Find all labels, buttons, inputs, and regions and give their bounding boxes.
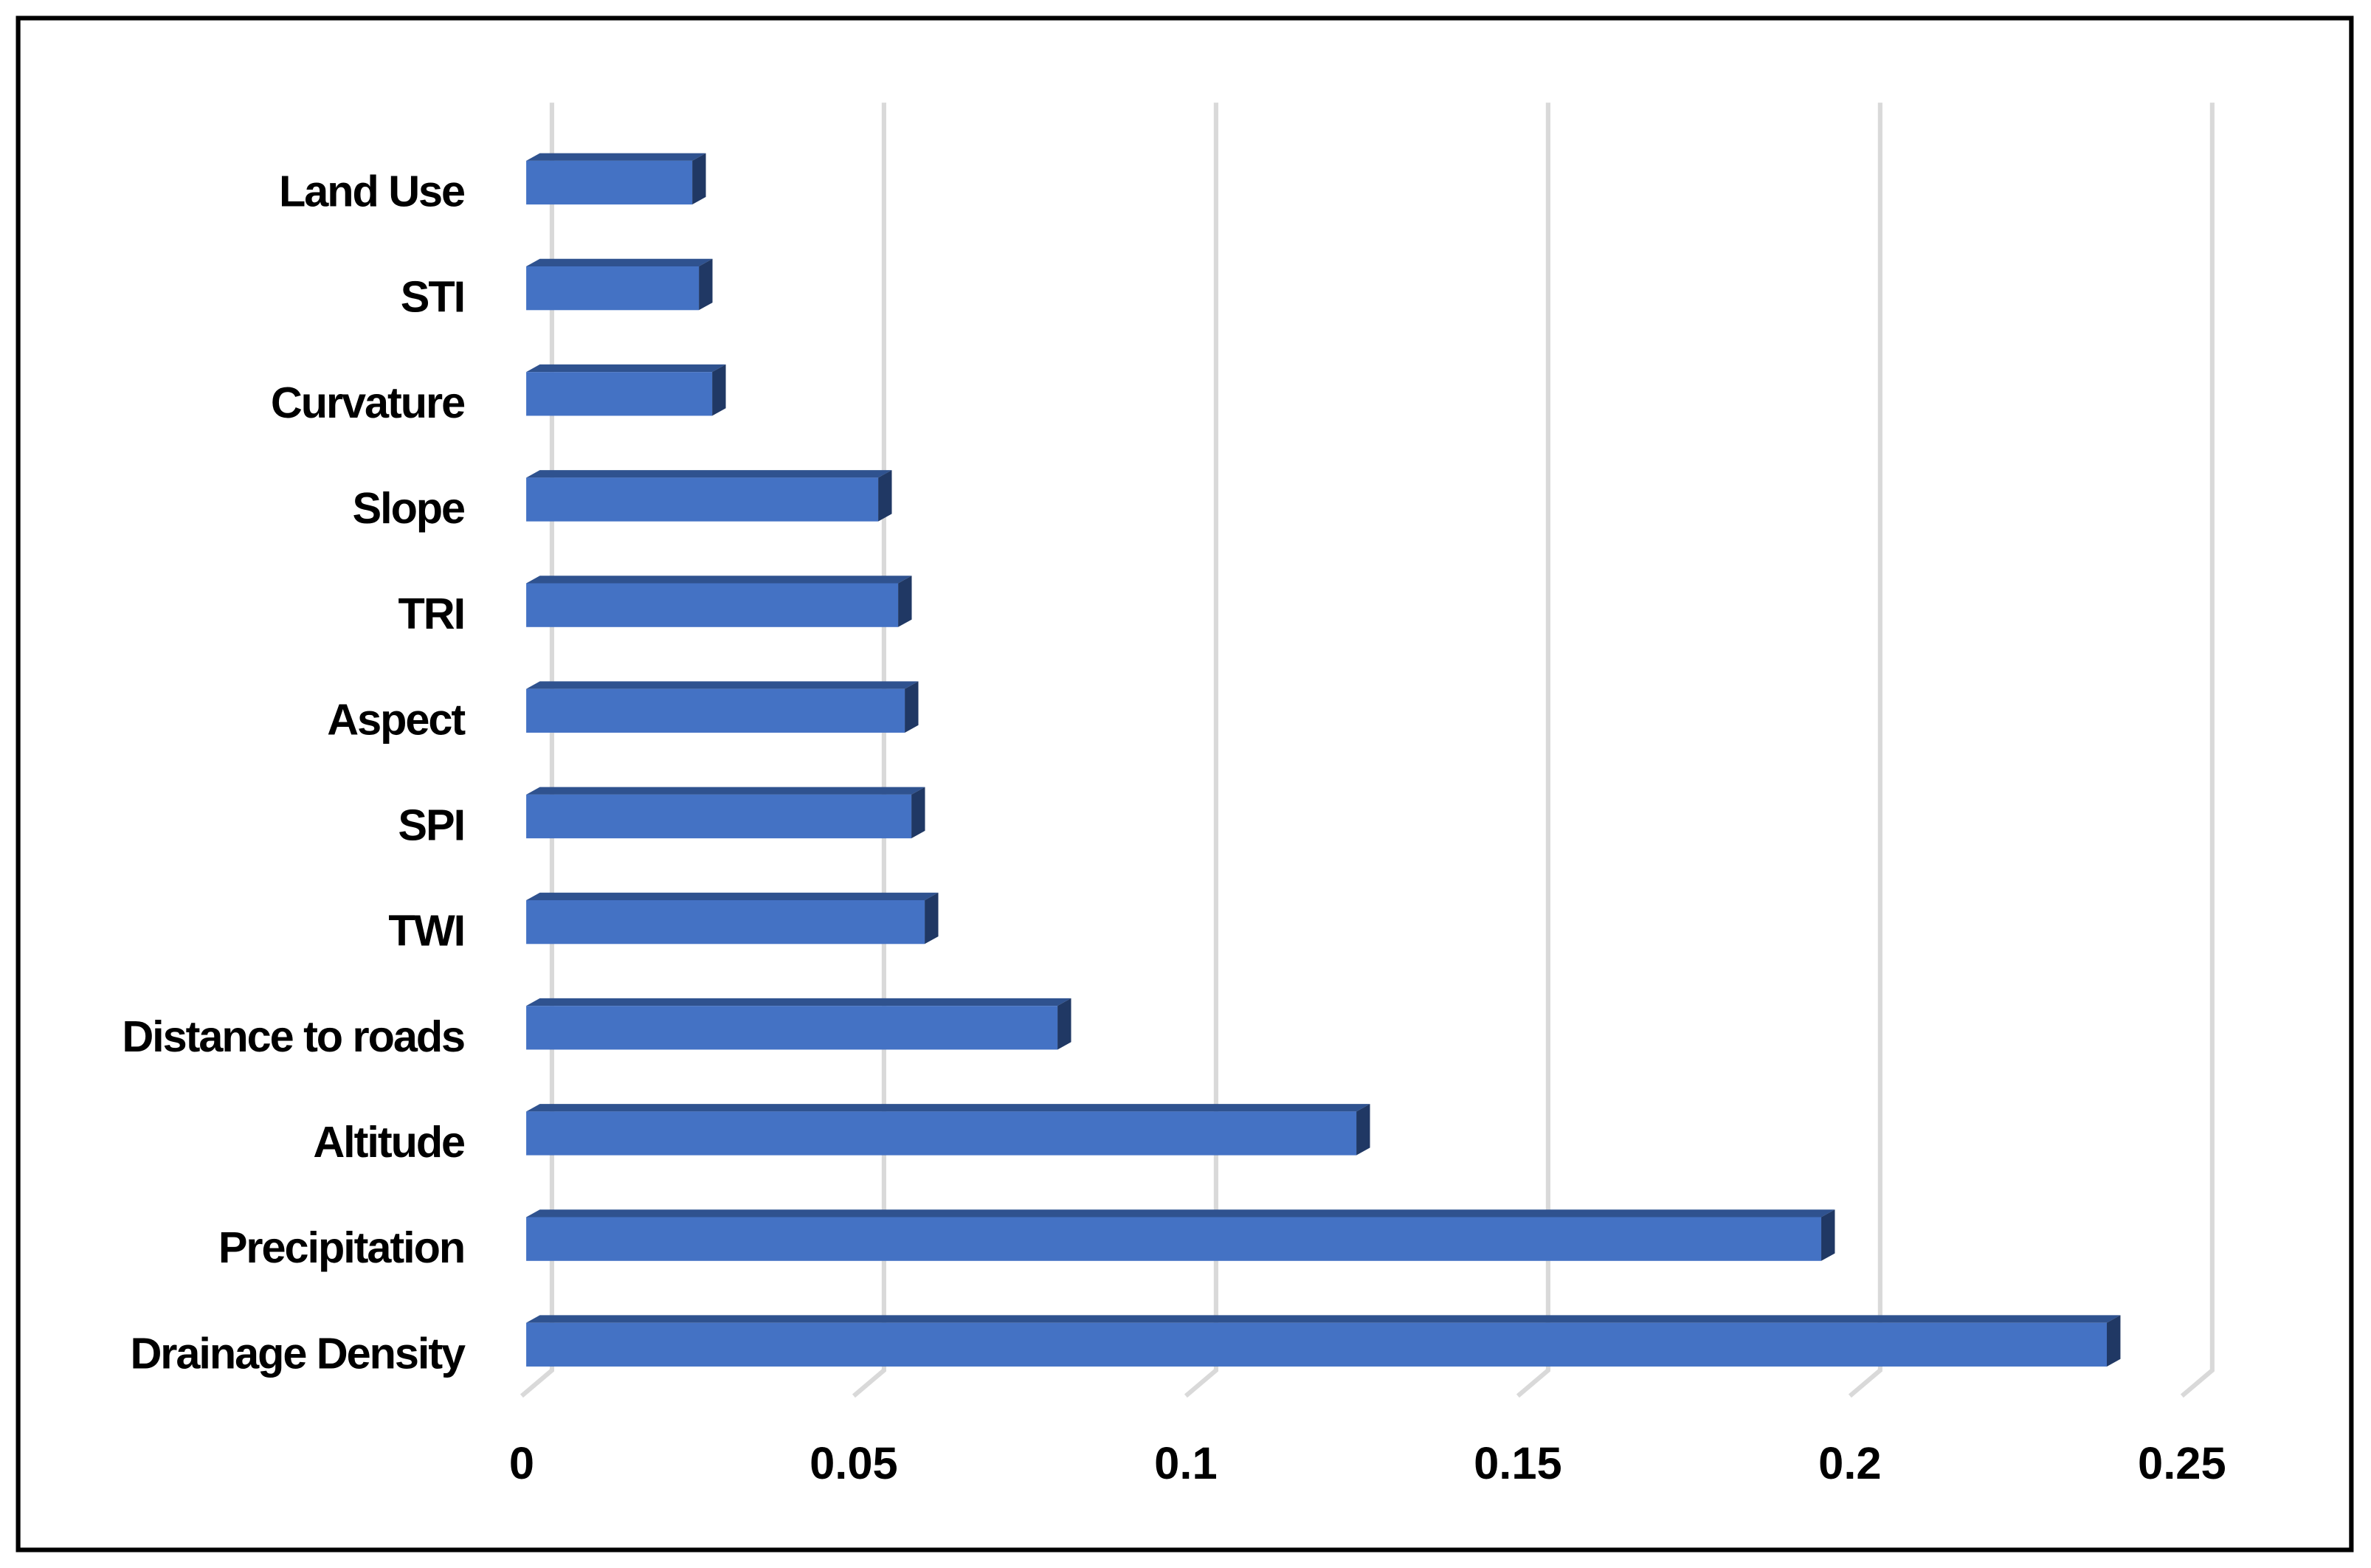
bar <box>526 160 693 205</box>
y-tick-label: Land Use <box>279 167 464 216</box>
grid-line <box>852 103 886 1398</box>
bar <box>526 1111 1357 1156</box>
bar-top <box>526 258 713 266</box>
x-tick-label: 0.2 <box>1818 1438 1881 1489</box>
bar-top <box>526 998 1071 1006</box>
bar-side <box>905 681 919 733</box>
bar-top <box>526 470 892 478</box>
x-tick-label: 0.05 <box>810 1438 898 1489</box>
chart-frame <box>15 15 2354 1553</box>
y-tick-label: Aspect <box>327 694 466 744</box>
bar <box>526 477 879 522</box>
bar <box>526 794 912 839</box>
bar-top <box>526 1209 1835 1218</box>
y-tick-label: Altitude <box>313 1117 464 1167</box>
bar-side <box>898 576 912 627</box>
bar-side <box>925 892 939 944</box>
bar-side <box>2107 1315 2121 1367</box>
y-tick-label: TRI <box>398 589 465 638</box>
y-tick-label: STI <box>401 272 464 322</box>
bar-side <box>1057 998 1071 1050</box>
bar-top <box>526 681 919 689</box>
y-tick-label: TWI <box>388 906 464 956</box>
grid-line <box>1184 103 1218 1398</box>
x-tick-label: 0.25 <box>2138 1438 2226 1489</box>
bar <box>526 1217 1822 1261</box>
bar <box>526 1322 2108 1367</box>
bar-top <box>526 787 925 795</box>
y-tick-label: Curvature <box>271 378 464 427</box>
grid-line <box>2180 103 2215 1398</box>
bar-side <box>878 470 892 522</box>
y-tick-label: Slope <box>353 483 465 533</box>
bar-top <box>526 892 939 900</box>
y-tick-label: SPI <box>398 801 464 850</box>
bar-side <box>699 258 713 311</box>
bar <box>526 899 925 944</box>
bar-top <box>526 1104 1370 1112</box>
bar-side <box>712 364 726 416</box>
y-tick-label: Distance to roads <box>122 1012 464 1061</box>
x-tick-label: 0.1 <box>1154 1438 1217 1489</box>
bar-side <box>911 787 925 839</box>
x-tick-label: 0.15 <box>1474 1438 1562 1489</box>
y-tick-label: Drainage Density <box>130 1328 466 1378</box>
bar-side <box>1821 1209 1835 1261</box>
bar-top <box>526 1315 2121 1323</box>
grid-line <box>520 103 554 1398</box>
y-tick-label: Precipitation <box>218 1223 464 1272</box>
grid-line <box>1516 103 1550 1398</box>
x-tick-label: 0 <box>509 1438 534 1489</box>
bar-top <box>526 153 706 161</box>
bar <box>526 266 700 311</box>
bar-top <box>526 576 912 584</box>
bar <box>526 372 713 416</box>
bar-top <box>526 364 726 373</box>
bar <box>526 688 905 733</box>
bar-side <box>692 153 706 205</box>
bar <box>526 583 899 627</box>
grid-line <box>1848 103 1882 1398</box>
bar-side <box>1356 1104 1370 1156</box>
bar <box>526 1006 1058 1050</box>
